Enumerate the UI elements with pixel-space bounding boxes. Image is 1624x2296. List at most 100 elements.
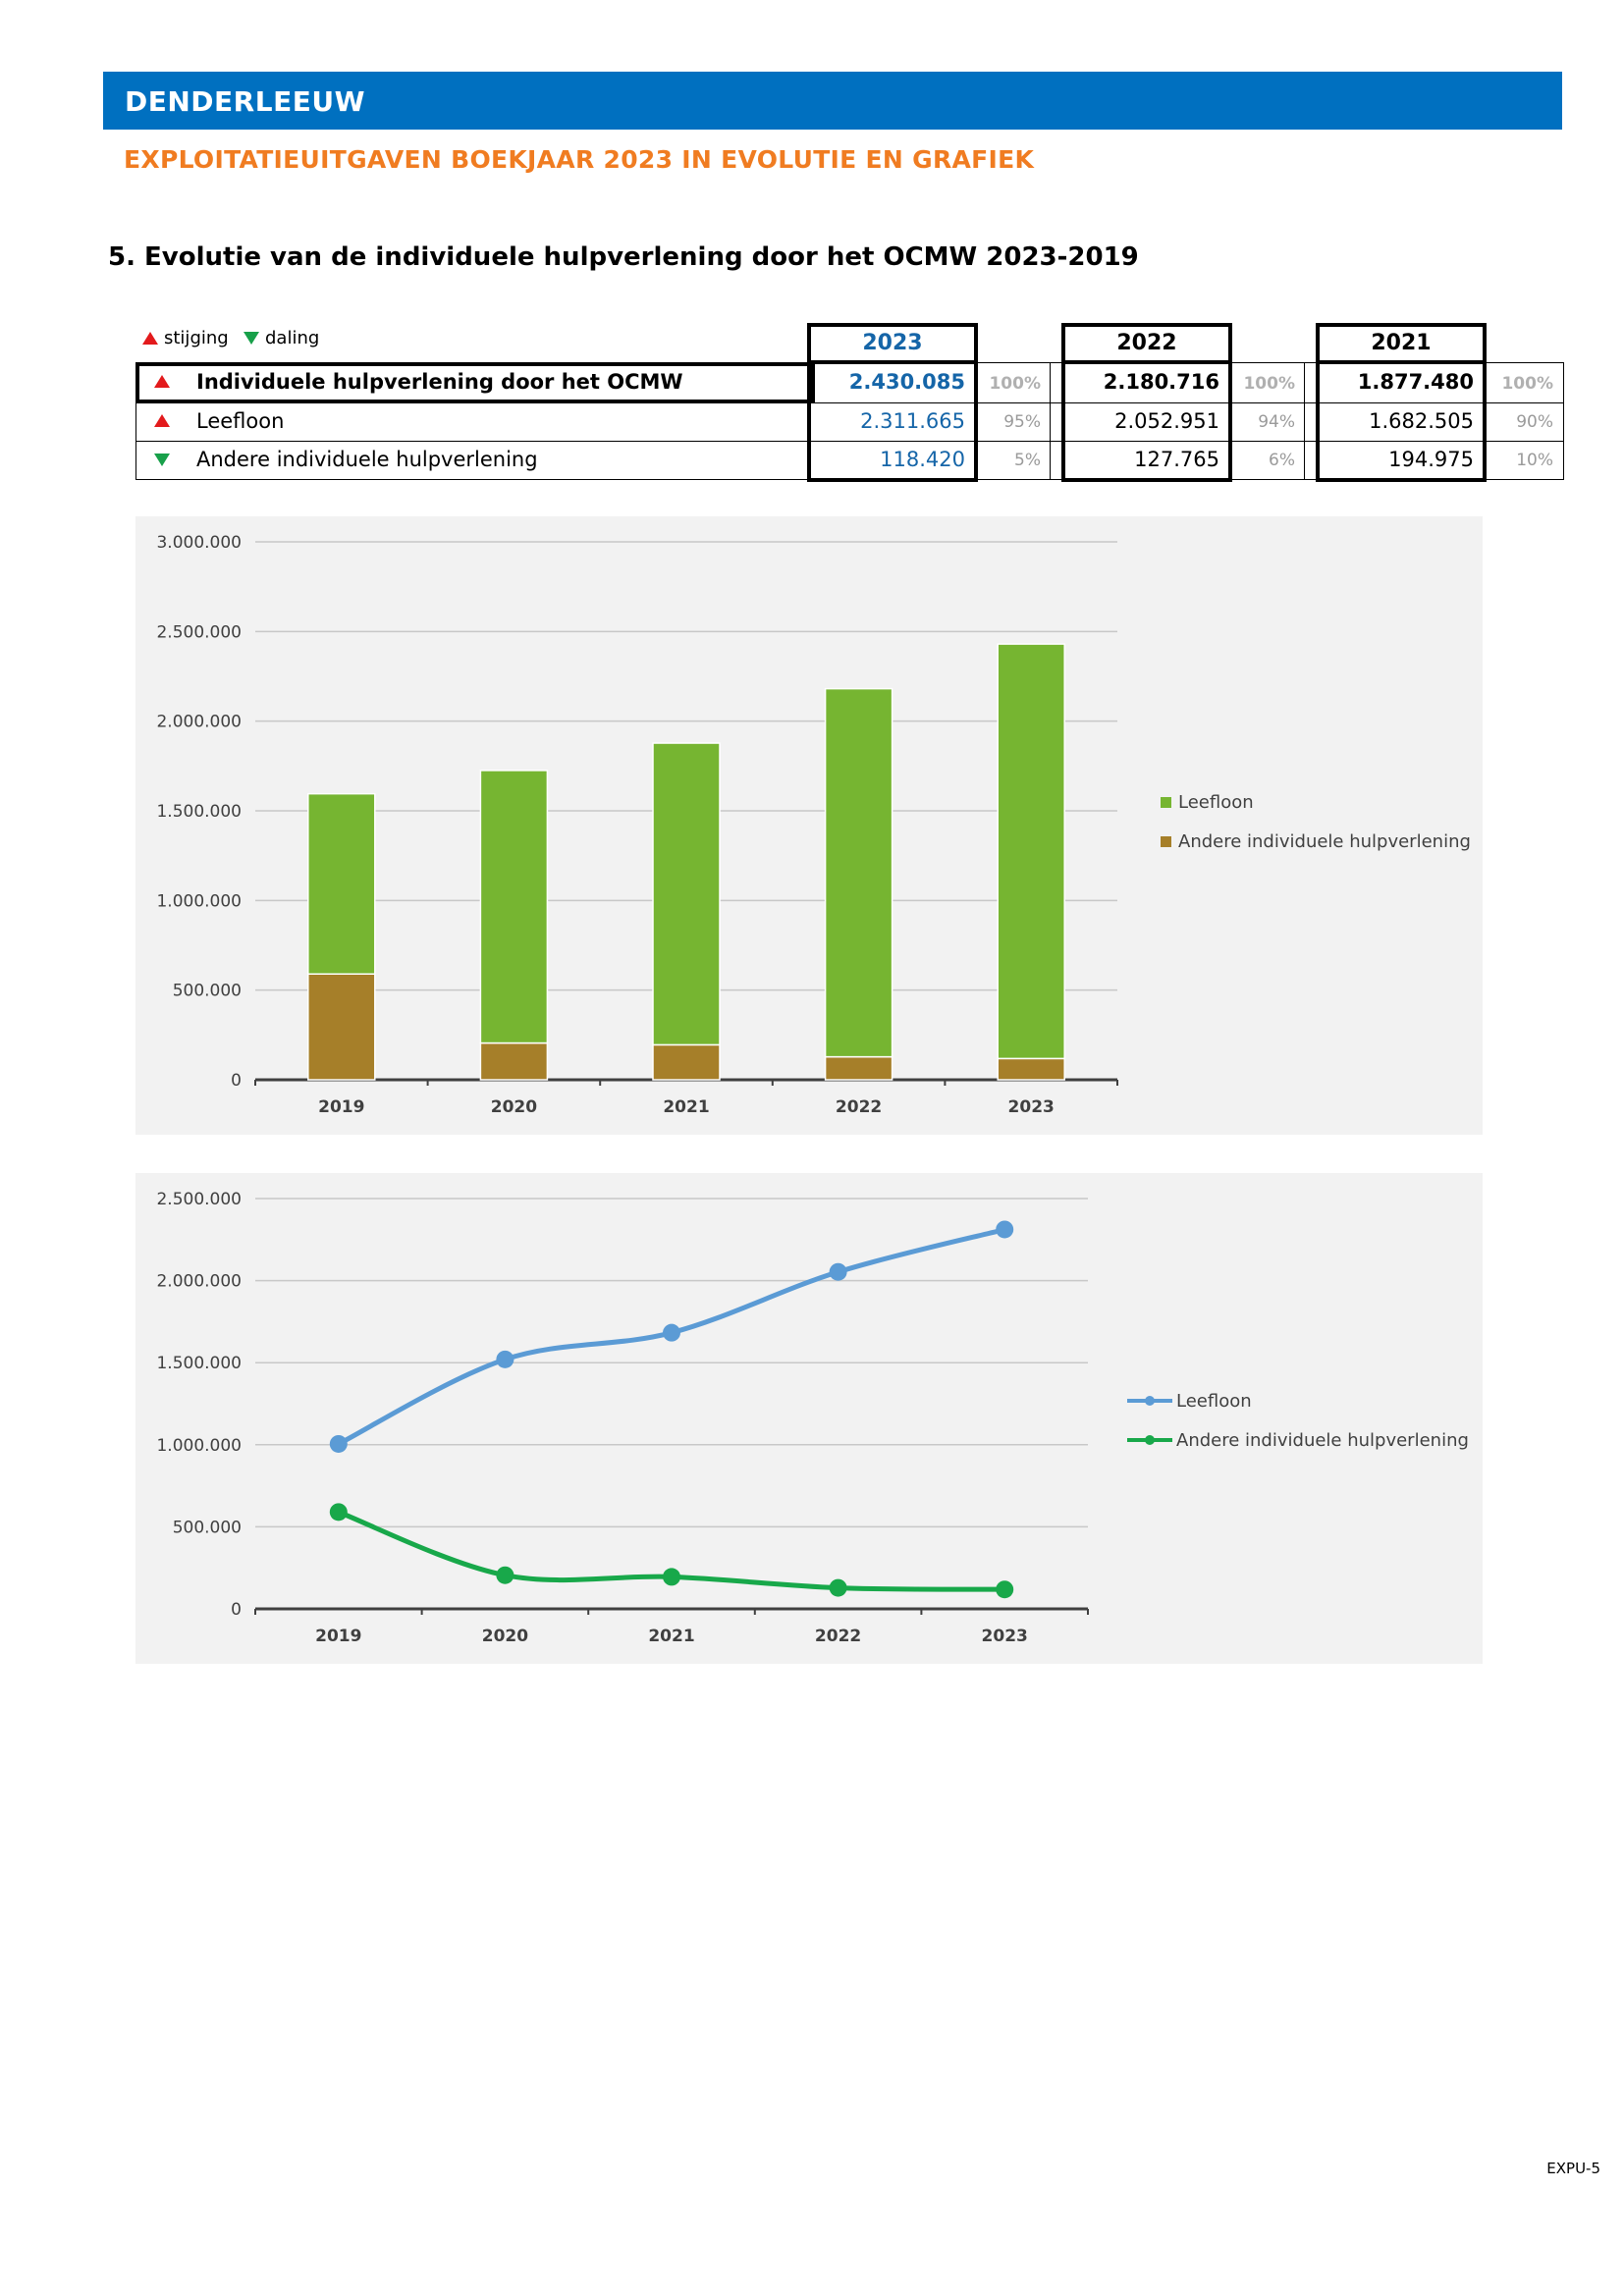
- bar-andere-2022: [824, 1055, 893, 1081]
- legend-label: Andere individuele hulpverlening: [1178, 831, 1471, 852]
- value-total-2021: 1.877.480: [1357, 370, 1474, 394]
- bar-andere-2023: [997, 1057, 1065, 1081]
- legend-label: Leefloon: [1178, 792, 1254, 813]
- point-leefloon-2023: [996, 1220, 1014, 1239]
- y-tick-label: 2.500.000: [156, 622, 242, 642]
- y-tick-label: 3.000.000: [156, 533, 242, 553]
- x-tick-label: 2023: [1008, 1097, 1055, 1117]
- line-chart: 0 500.000 1.000.000 1.500.000 2.000.000 2.500…: [135, 1173, 1483, 1664]
- x-tick-label: 2019: [315, 1627, 361, 1646]
- line-chart-svg: 0 500.000 1.000.000 1.500.000 2.000.000 2.500…: [156, 1190, 1469, 1646]
- bar-leefloon-2019: [307, 792, 376, 975]
- legend-swatch: [1161, 836, 1171, 847]
- x-tick-label: 2023: [982, 1627, 1028, 1646]
- point-leefloon-2022: [829, 1262, 847, 1281]
- row-divider: [135, 441, 1564, 442]
- bar-leefloon-2020: [479, 770, 549, 1044]
- pct-leefloon-2023: 95%: [1003, 412, 1041, 432]
- pct-total-2023: 100%: [989, 374, 1041, 394]
- row-label-leefloon: Leefloon: [196, 409, 285, 433]
- point-andere-2022: [829, 1578, 847, 1597]
- y-tick-label: 1.500.000: [156, 1354, 242, 1373]
- value-total-2022: 2.180.716: [1103, 370, 1219, 394]
- decrease-icon: [154, 454, 170, 466]
- increase-icon: [154, 375, 170, 388]
- triangle-up-icon: [142, 332, 158, 345]
- bar-leefloon-2022: [824, 687, 893, 1058]
- section-title: 5. Evolutie van de individuele hulpverle…: [108, 242, 1139, 272]
- pct-andere-2021: 10%: [1516, 451, 1553, 470]
- legend-label: Leefloon: [1176, 1391, 1252, 1412]
- point-leefloon-2020: [496, 1350, 514, 1368]
- row-label-andere: Andere individuele hulpverlening: [196, 448, 538, 471]
- legend-down-label: daling: [265, 328, 320, 348]
- page-number: EXPU-5: [1546, 2160, 1600, 2177]
- row-label-total: Individuele hulpverlening door het OCMW: [196, 370, 683, 394]
- y-tick-label: 0: [231, 1600, 242, 1620]
- row-divider: [135, 402, 1564, 403]
- point-leefloon-2019: [329, 1434, 348, 1453]
- increase-icon: [154, 414, 170, 427]
- header-banner: DENDERLEEUW: [103, 72, 1562, 130]
- bar-chart-svg: 0 500.000 1.000.000 1.500.000 2.000.000 2.500…: [156, 533, 1471, 1117]
- total-row-frame: [135, 362, 815, 403]
- year-header-2022: 2022: [1116, 331, 1177, 355]
- pct-andere-2023: 5%: [1014, 451, 1041, 470]
- y-tick-label: 500.000: [173, 1518, 242, 1537]
- bar-leefloon-2023: [997, 643, 1065, 1060]
- x-tick-label: 2021: [648, 1627, 694, 1646]
- x-tick-label: 2020: [482, 1627, 528, 1646]
- pct-leefloon-2022: 94%: [1258, 412, 1295, 432]
- bar-andere-2019: [307, 973, 376, 1081]
- pct-total-2021: 100%: [1501, 374, 1553, 394]
- value-andere-2022: 127.765: [1134, 448, 1219, 471]
- municipality-title: DENDERLEEUW: [125, 85, 365, 118]
- legend-up: stijging: [142, 328, 229, 348]
- triangle-down-icon: [244, 332, 259, 345]
- year-divider: [1316, 360, 1487, 364]
- value-total-2023: 2.430.085: [848, 370, 965, 394]
- point-andere-2020: [496, 1566, 514, 1584]
- value-andere-2021: 194.975: [1388, 448, 1474, 471]
- value-andere-2023: 118.420: [880, 448, 965, 471]
- legend-swatch-marker: [1145, 1435, 1155, 1445]
- point-andere-2021: [663, 1568, 680, 1586]
- y-tick-label: 1.500.000: [156, 802, 242, 822]
- y-tick-label: 0: [231, 1071, 242, 1091]
- year-divider: [807, 360, 978, 364]
- pct-total-2022: 100%: [1243, 374, 1295, 394]
- x-tick-label: 2022: [836, 1097, 882, 1117]
- report-subtitle: EXPLOITATIEUITGAVEN BOEKJAAR 2023 IN EVO…: [124, 145, 1035, 174]
- value-leefloon-2021: 1.682.505: [1369, 409, 1474, 433]
- x-tick-label: 2019: [318, 1097, 364, 1117]
- y-tick-label: 500.000: [173, 982, 242, 1001]
- bar-andere-2020: [479, 1041, 549, 1081]
- pct-column-2021: [1485, 362, 1564, 480]
- year-header-2021: 2021: [1371, 331, 1432, 355]
- legend-swatch-marker: [1145, 1396, 1155, 1406]
- pct-column-2023: [976, 362, 1051, 480]
- point-leefloon-2021: [663, 1323, 680, 1342]
- legend-label: Andere individuele hulpverlening: [1176, 1430, 1469, 1451]
- y-tick-label: 1.000.000: [156, 1436, 242, 1456]
- legend-swatch: [1161, 797, 1171, 808]
- bar-leefloon-2021: [652, 742, 721, 1046]
- y-tick-label: 2.000.000: [156, 1272, 242, 1292]
- value-leefloon-2023: 2.311.665: [860, 409, 965, 433]
- y-tick-label: 2.500.000: [156, 1190, 242, 1209]
- y-tick-label: 1.000.000: [156, 891, 242, 911]
- point-andere-2023: [996, 1580, 1014, 1599]
- x-tick-label: 2022: [815, 1627, 861, 1646]
- legend-up-label: stijging: [164, 328, 229, 348]
- y-tick-label: 2.000.000: [156, 713, 242, 732]
- pct-andere-2022: 6%: [1269, 451, 1295, 470]
- x-tick-label: 2021: [663, 1097, 709, 1117]
- x-tick-label: 2020: [491, 1097, 537, 1117]
- pct-column-2022: [1230, 362, 1305, 480]
- year-divider: [1061, 360, 1232, 364]
- year-header-2023: 2023: [862, 331, 923, 355]
- stacked-bar-chart: 0 500.000 1.000.000 1.500.000 2.000.000 2.500…: [135, 516, 1483, 1135]
- legend-down: daling: [244, 328, 319, 348]
- value-leefloon-2022: 2.052.951: [1114, 409, 1219, 433]
- bar-andere-2021: [652, 1043, 721, 1081]
